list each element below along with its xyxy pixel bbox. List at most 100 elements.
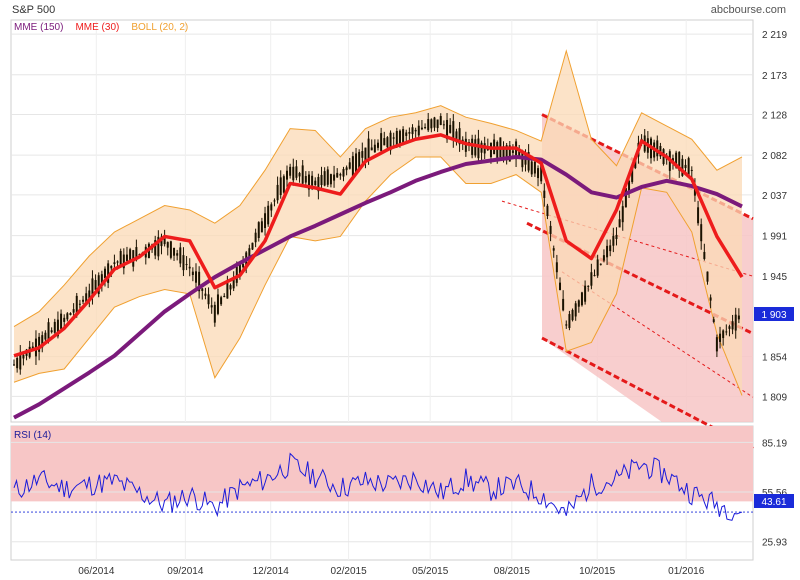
candle-body	[395, 130, 398, 148]
candle-body	[191, 271, 194, 275]
rsi-badge-value: 43.61	[761, 497, 786, 508]
candle-body	[320, 174, 323, 186]
price-y-tick: 2 082	[762, 151, 787, 162]
candle-body	[157, 236, 160, 257]
candle-body	[345, 167, 348, 171]
candle-body	[213, 304, 216, 323]
candle-body	[301, 165, 304, 184]
candle-body	[276, 184, 279, 201]
candle-body	[154, 240, 157, 256]
candle-body	[44, 332, 47, 340]
price-y-tick: 2 037	[762, 191, 787, 202]
candle-body	[75, 295, 78, 314]
candle-body	[100, 274, 103, 286]
candle-body	[489, 142, 492, 158]
candle-body	[455, 131, 458, 143]
candle-body	[339, 174, 342, 176]
candle-body	[577, 300, 580, 307]
candle-body	[584, 285, 587, 302]
legend-mme150: MME (150)	[14, 22, 63, 33]
candle-body	[370, 147, 373, 151]
candle-body	[66, 313, 69, 320]
candle-body	[304, 176, 307, 183]
candle-body	[533, 161, 536, 174]
candle-body	[511, 150, 514, 153]
x-tick-label: 05/2015	[412, 566, 449, 577]
candle-body	[166, 242, 169, 248]
candle-body	[204, 293, 207, 296]
candle-body	[420, 127, 423, 130]
candle-body	[477, 138, 480, 159]
candle-body	[380, 133, 383, 151]
rsi-y-tick: 55.56	[762, 488, 787, 499]
candle-body	[235, 266, 238, 283]
candle-body	[107, 263, 110, 283]
x-tick-label: 10/2015	[579, 566, 616, 577]
legend-mme30: MME (30)	[75, 22, 119, 33]
candle-body	[56, 319, 59, 337]
candle-body	[502, 146, 505, 158]
candle-body	[496, 142, 499, 162]
candle-body	[458, 128, 461, 145]
candle-body	[731, 321, 734, 330]
candle-body	[537, 168, 540, 179]
candle-body	[430, 119, 433, 129]
rsi-badge	[754, 494, 794, 508]
candle-body	[449, 124, 452, 133]
axes: 2 219 2 173 2 128 2 082 2 037 1 991 1 945 1 854…	[78, 30, 787, 577]
candle-body	[540, 163, 543, 182]
rsi-y-tick: 85.19	[762, 438, 787, 449]
candle-body	[323, 171, 326, 186]
candle-body	[624, 188, 627, 208]
candle-body	[706, 271, 709, 282]
candle-body	[518, 151, 521, 158]
candle-body	[433, 117, 436, 128]
candle-body	[163, 235, 166, 245]
candle-body	[703, 251, 706, 259]
mme30-line	[13, 133, 744, 358]
bollinger-upper	[13, 49, 743, 328]
candle-body	[78, 303, 81, 305]
candle-body	[543, 190, 546, 198]
candle-body	[590, 272, 593, 286]
candle-body	[238, 263, 241, 277]
candle-body	[329, 174, 332, 185]
candle-body	[373, 144, 376, 153]
candle-body	[307, 174, 310, 190]
candle-body	[91, 278, 94, 297]
candle-body	[116, 261, 119, 263]
x-tick-label: 12/2014	[253, 566, 290, 577]
candle-body	[110, 265, 113, 269]
candle-body	[333, 174, 336, 181]
candle-body	[176, 253, 179, 256]
candle-body	[210, 305, 213, 308]
chart-title: S&P 500	[12, 4, 55, 16]
candle-body	[292, 166, 295, 181]
candle-body	[179, 247, 182, 264]
candle-body	[402, 129, 405, 145]
price-y-tick: 1 809	[762, 392, 787, 403]
candle-body	[355, 153, 358, 174]
candle-body	[125, 254, 128, 261]
rsi-indicator: 85.19 55.56 25.93	[11, 426, 787, 549]
candle-body	[681, 158, 684, 176]
candle-body	[414, 129, 417, 132]
candle-body	[251, 242, 254, 250]
candle-body	[408, 132, 411, 134]
candle-body	[386, 137, 389, 148]
candle-body	[160, 236, 163, 247]
legend-boll: BOLL (20, 2)	[131, 22, 188, 33]
candle-body	[47, 322, 50, 342]
price-badge	[754, 307, 794, 321]
candle-body	[628, 180, 631, 193]
candle-body	[697, 207, 700, 224]
candle-body	[317, 177, 320, 192]
candle-body	[678, 151, 681, 171]
bollinger-lower	[13, 156, 743, 396]
candle-body	[452, 121, 455, 140]
candle-body	[728, 326, 731, 329]
candle-body	[41, 335, 44, 348]
candle-body	[185, 264, 188, 266]
candle-body	[311, 175, 314, 186]
candle-body	[264, 213, 267, 229]
